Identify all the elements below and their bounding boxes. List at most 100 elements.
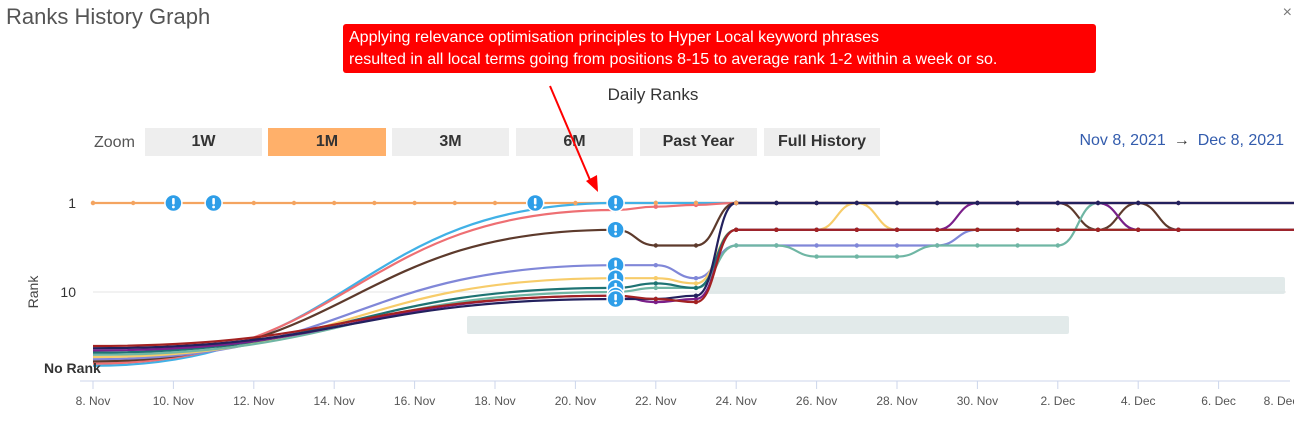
y-tick-label: No Rank	[44, 360, 101, 376]
series-point[interactable]	[1015, 243, 1020, 248]
series-point[interactable]	[854, 254, 859, 259]
series-point[interactable]	[693, 243, 699, 248]
series-point[interactable]	[854, 227, 859, 232]
series-point[interactable]	[693, 299, 699, 305]
series-point[interactable]	[653, 263, 658, 268]
series-point[interactable]	[975, 227, 980, 232]
series-point[interactable]	[854, 200, 859, 206]
series-point[interactable]	[774, 227, 779, 232]
series-point[interactable]	[573, 200, 578, 206]
series-point[interactable]	[774, 243, 779, 248]
blurred-label-strip	[705, 277, 1285, 294]
series-point[interactable]	[1095, 200, 1101, 206]
series-point[interactable]	[894, 254, 900, 259]
series-point[interactable]	[1136, 227, 1141, 232]
series-point[interactable]	[1136, 200, 1141, 206]
series-point[interactable]	[653, 204, 658, 209]
x-tick-label: 16. Nov	[394, 394, 435, 408]
series-point[interactable]	[734, 227, 739, 232]
alert-flag-icon[interactable]	[606, 193, 625, 213]
series-point[interactable]	[774, 200, 779, 206]
series-point[interactable]	[935, 227, 940, 232]
date-range-to[interactable]: Dec 8, 2021	[1197, 132, 1284, 149]
series-point[interactable]	[975, 200, 980, 206]
series-point[interactable]	[935, 200, 940, 206]
x-tick-label: 12. Nov	[233, 394, 274, 408]
close-icon[interactable]: ×	[1282, 4, 1292, 21]
series-point[interactable]	[1055, 227, 1061, 232]
series-line[interactable]	[92, 201, 1294, 350]
y-axis-label: Rank	[25, 275, 41, 309]
series-point[interactable]	[814, 254, 819, 259]
series-point[interactable]	[693, 293, 699, 298]
x-tick-label: 28. Nov	[876, 394, 917, 408]
series-point[interactable]	[653, 299, 658, 305]
series-point[interactable]	[1055, 200, 1061, 206]
date-range-from[interactable]: Nov 8, 2021	[1079, 132, 1166, 149]
series-point[interactable]	[894, 243, 900, 248]
series-point[interactable]	[894, 227, 900, 232]
series-point[interactable]	[492, 200, 498, 206]
series-point[interactable]	[653, 243, 658, 248]
series-point[interactable]	[693, 285, 699, 291]
series-line[interactable]	[92, 228, 1294, 348]
alert-flag-icon[interactable]	[525, 193, 545, 213]
series-point[interactable]	[372, 200, 377, 206]
annotation-note: Applying relevance optimisation principl…	[343, 24, 1096, 73]
series-point[interactable]	[653, 281, 658, 286]
alert-flag-icon[interactable]	[164, 193, 183, 213]
series-point[interactable]	[693, 296, 699, 302]
series-point[interactable]	[1095, 227, 1101, 232]
series-point[interactable]	[653, 200, 658, 206]
alert-flag-icon[interactable]	[606, 255, 625, 275]
x-tick-label: 24. Nov	[716, 394, 757, 408]
series-point[interactable]	[1015, 200, 1020, 206]
series-point[interactable]	[814, 243, 819, 248]
date-range: Nov 8, 2021 → Dec 8, 2021	[1079, 132, 1284, 150]
series-point[interactable]	[452, 200, 457, 206]
y-tick-label: 1	[68, 195, 76, 211]
series-point[interactable]	[291, 200, 297, 206]
series-point[interactable]	[653, 276, 658, 281]
alert-flag-icon[interactable]	[204, 193, 223, 213]
y-tick-label: 10	[60, 284, 76, 300]
series-point[interactable]	[894, 200, 900, 206]
annotation-line-2: resulted in all local terms going from p…	[349, 51, 998, 68]
series-point[interactable]	[412, 200, 417, 206]
series-point[interactable]	[653, 296, 658, 302]
date-range-arrow: →	[1173, 132, 1190, 149]
zoom-1w-button[interactable]: 1W	[145, 128, 262, 156]
zoom-1m-button[interactable]: 1M	[268, 128, 386, 156]
alert-flag-icon[interactable]	[606, 289, 625, 309]
zoom-3m-button[interactable]: 3M	[392, 128, 509, 156]
series-point[interactable]	[693, 200, 699, 206]
series-point[interactable]	[1176, 200, 1181, 206]
series-point[interactable]	[653, 285, 658, 291]
series-point[interactable]	[1055, 243, 1061, 248]
series-point[interactable]	[131, 200, 136, 206]
zoom-full-history-button[interactable]: Full History	[764, 128, 880, 156]
series-point[interactable]	[1015, 227, 1020, 232]
obscured-region	[467, 277, 1285, 334]
series-point[interactable]	[854, 243, 859, 248]
alert-flag-icon[interactable]	[606, 220, 625, 240]
series-point[interactable]	[1176, 227, 1181, 232]
zoom-past-year-button[interactable]: Past Year	[640, 128, 757, 156]
series-point[interactable]	[251, 200, 256, 206]
series-point[interactable]	[693, 281, 699, 286]
series-point[interactable]	[734, 243, 739, 248]
series-point[interactable]	[693, 276, 699, 281]
series-point[interactable]	[935, 243, 940, 248]
x-tick-label: 2. Dec	[1040, 394, 1075, 408]
series-point[interactable]	[814, 227, 819, 232]
series-point[interactable]	[814, 200, 819, 206]
series-point[interactable]	[332, 200, 337, 206]
zoom-label: Zoom	[94, 134, 135, 151]
series-point[interactable]	[734, 200, 739, 206]
annotation-line-1: Applying relevance optimisation principl…	[349, 29, 880, 46]
series-point[interactable]	[90, 200, 96, 206]
x-tick-label: 8. Nov	[76, 394, 111, 408]
blurred-label-strip	[467, 316, 1069, 334]
series-point[interactable]	[975, 243, 980, 248]
